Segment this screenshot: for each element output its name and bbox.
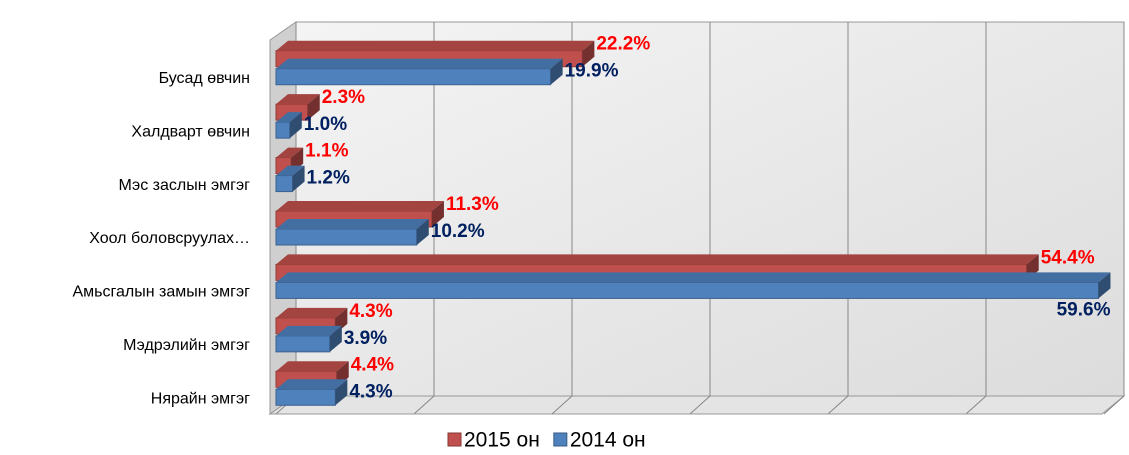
bar-side bbox=[292, 165, 305, 192]
bar bbox=[275, 272, 1111, 299]
bar-top bbox=[276, 40, 595, 51]
bar-top bbox=[276, 254, 1039, 265]
bar-front bbox=[275, 175, 294, 193]
bar-side bbox=[416, 219, 429, 245]
bar-front bbox=[275, 228, 418, 246]
floor bbox=[268, 395, 1126, 415]
bar-front bbox=[275, 68, 552, 86]
grid-line bbox=[1103, 22, 1125, 415]
bar-top bbox=[276, 201, 444, 211]
bar-top bbox=[276, 219, 429, 229]
data-label: 4.4% bbox=[351, 354, 394, 375]
bar-side bbox=[550, 58, 563, 85]
bar-front bbox=[275, 121, 291, 139]
bar bbox=[275, 165, 305, 193]
grid-line bbox=[827, 22, 849, 415]
y-tick-label: Мэдрэлийн эмгэг bbox=[123, 337, 250, 354]
data-label: 4.3% bbox=[349, 301, 392, 322]
bar-top bbox=[276, 112, 302, 123]
bar-side bbox=[289, 112, 302, 139]
y-tick-label: Мэс заслын эмгэг bbox=[119, 177, 251, 194]
data-label: 19.9% bbox=[565, 61, 619, 82]
bar-side bbox=[307, 94, 320, 121]
legend-label: 2015 он bbox=[464, 429, 540, 452]
data-label: 4.3% bbox=[349, 381, 392, 402]
grid-line bbox=[965, 22, 987, 415]
bar bbox=[275, 325, 342, 353]
data-label: 3.9% bbox=[344, 328, 387, 349]
data-label: 11.3% bbox=[446, 194, 499, 215]
data-label: 1.0% bbox=[304, 114, 347, 135]
bar bbox=[275, 219, 429, 246]
y-tick-label: Хоол боловсруулах… bbox=[89, 230, 250, 247]
bar-top bbox=[276, 379, 348, 390]
bar-side bbox=[329, 325, 342, 352]
bar-front bbox=[275, 388, 336, 406]
bar-top bbox=[276, 325, 342, 336]
bar-top bbox=[276, 272, 1111, 283]
legend-swatch bbox=[553, 432, 568, 447]
data-label: 2.3% bbox=[322, 87, 365, 108]
y-tick-label: Бусад өвчин bbox=[159, 70, 250, 87]
bar-side bbox=[335, 379, 348, 406]
bar-front bbox=[275, 335, 331, 353]
data-label: 1.1% bbox=[305, 141, 348, 162]
bar bbox=[275, 112, 302, 139]
bar-top bbox=[276, 58, 563, 69]
bar bbox=[275, 58, 563, 86]
bar-side bbox=[582, 40, 595, 67]
data-label: 59.6% bbox=[1057, 299, 1111, 320]
bar bbox=[275, 379, 348, 406]
y-tick-label: Нярайн эмгэг bbox=[151, 391, 250, 408]
bar-top bbox=[276, 361, 349, 372]
grid-line bbox=[689, 22, 711, 415]
bar-side bbox=[431, 201, 444, 227]
bar-front bbox=[275, 281, 1099, 299]
data-label: 22.2% bbox=[596, 34, 650, 55]
data-label: 54.4% bbox=[1041, 247, 1095, 268]
bar-top bbox=[276, 307, 348, 318]
plot-walls bbox=[268, 21, 1126, 415]
grid-line bbox=[413, 22, 435, 415]
legend-label: 2014 он bbox=[570, 429, 646, 452]
bar-top bbox=[276, 94, 320, 105]
y-tick-label: Амьсгалын замын эмгэг bbox=[72, 284, 250, 301]
bar-top bbox=[276, 147, 304, 158]
bar-side bbox=[1098, 272, 1111, 299]
legend-swatch bbox=[447, 432, 462, 447]
data-label: 10.2% bbox=[431, 221, 485, 242]
grid-line bbox=[551, 22, 573, 415]
y-tick-label: Халдварт өвчин bbox=[131, 123, 250, 140]
data-label: 1.2% bbox=[307, 168, 350, 189]
bar-top bbox=[276, 165, 305, 176]
